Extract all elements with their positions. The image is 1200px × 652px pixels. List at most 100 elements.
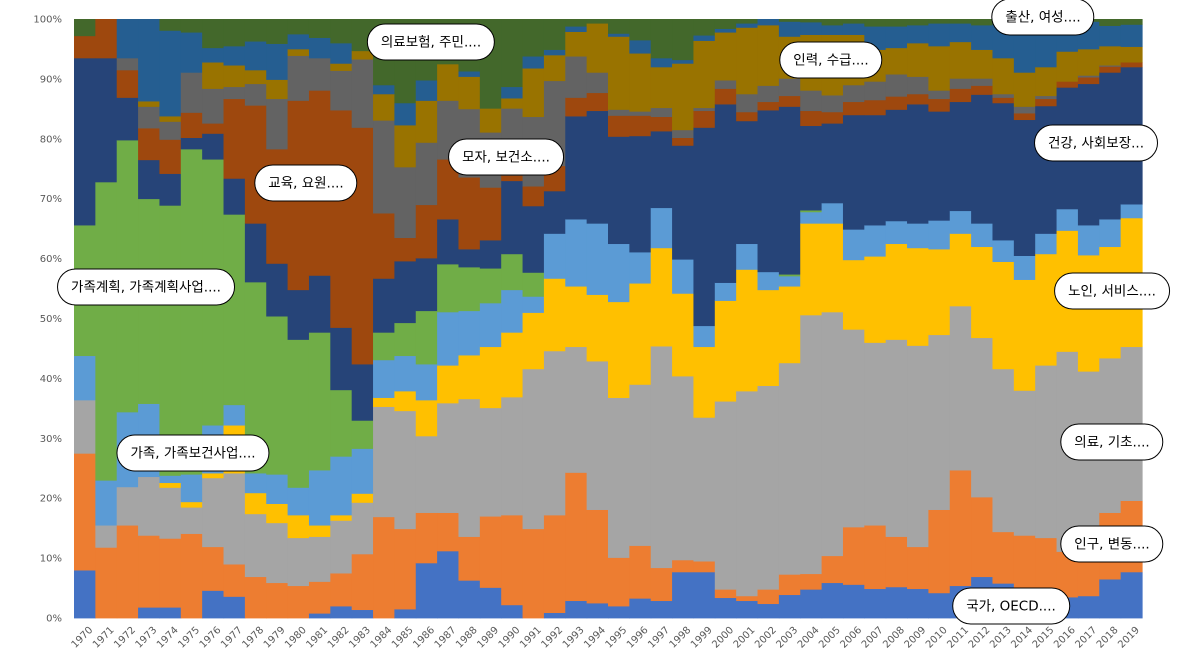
area-segment-1989-s9 xyxy=(479,108,502,133)
area-segment-2011-s3 xyxy=(949,233,972,307)
area-segment-2002-s9 xyxy=(757,24,780,86)
area-segment-2015-s3 xyxy=(1035,253,1058,366)
callout-label: 인력, 수급.... xyxy=(779,41,883,79)
area-segment-1997-s4 xyxy=(650,207,673,249)
area-segment-1977-s0 xyxy=(223,596,246,619)
area-segment-2002-s2 xyxy=(757,385,780,590)
area-segment-2002-s4 xyxy=(757,271,780,291)
area-segment-2000-s3 xyxy=(714,300,737,402)
area-segment-2004-s10 xyxy=(800,22,823,35)
area-segment-1997-s1 xyxy=(650,567,673,602)
area-segment-1988-s6 xyxy=(458,249,481,268)
area-segment-1983-s2 xyxy=(351,502,374,555)
area-segment-1985-s6 xyxy=(394,261,417,324)
x-tick-label: 2018 xyxy=(1095,625,1121,651)
area-segment-2009-s4 xyxy=(907,223,929,249)
area-segment-2003-s6 xyxy=(778,106,801,275)
area-segment-2001-s8 xyxy=(736,93,759,113)
area-segment-1996-s2 xyxy=(629,384,652,546)
area-segment-2014-s8 xyxy=(1013,106,1036,114)
area-segment-1976-s1 xyxy=(202,546,225,591)
area-segment-1980-s9 xyxy=(287,48,310,56)
area-segment-1988-s2 xyxy=(458,398,481,537)
area-segment-1998-s1 xyxy=(672,559,695,573)
area-segment-1992-s0 xyxy=(543,612,566,619)
area-segment-2018-s0 xyxy=(1099,579,1122,619)
area-segment-1997-s0 xyxy=(650,600,673,619)
area-segment-2004-s4 xyxy=(800,211,823,224)
area-segment-1992-s3 xyxy=(543,278,566,352)
area-segment-2017-s7 xyxy=(1077,77,1100,85)
area-segment-2008-s7 xyxy=(885,96,908,110)
area-segment-1978-s10 xyxy=(244,41,267,71)
area-segment-1993-s9 xyxy=(565,31,588,57)
area-segment-2000-s2 xyxy=(714,401,737,590)
area-segment-2019-s7 xyxy=(1120,62,1143,68)
x-tick-label: 2008 xyxy=(881,625,907,651)
area-segment-2005-s2 xyxy=(821,311,844,557)
area-segment-1981-s11 xyxy=(308,19,331,38)
area-segment-1983-s8 xyxy=(351,59,374,128)
area-segment-1983-s3 xyxy=(351,493,374,503)
area-segment-1978-s6 xyxy=(244,223,267,283)
x-tick-label: 1979 xyxy=(262,625,288,651)
area-segment-1981-s10 xyxy=(308,37,331,59)
area-segment-2013-s4 xyxy=(992,240,1015,262)
callout-label: 인구, 변동.... xyxy=(1060,525,1164,563)
area-segment-1985-s9 xyxy=(394,125,417,168)
area-segment-2008-s9 xyxy=(885,47,908,75)
area-segment-2000-s6 xyxy=(714,104,737,283)
area-segment-2012-s8 xyxy=(971,78,994,86)
area-segment-1983-s1 xyxy=(351,553,374,611)
area-segment-1990-s9 xyxy=(501,98,524,109)
area-segment-2010-s2 xyxy=(928,334,951,510)
callout-label: 교육, 요원.... xyxy=(254,164,358,202)
area-segment-1994-s9 xyxy=(586,23,609,73)
area-segment-2008-s8 xyxy=(885,74,908,97)
area-segment-1985-s1 xyxy=(394,528,417,610)
area-segment-2015-s8 xyxy=(1035,95,1058,100)
area-segment-1977-s11 xyxy=(223,19,246,47)
area-segment-1979-s6 xyxy=(266,263,289,317)
x-tick-label: 1995 xyxy=(604,625,630,651)
x-tick-label: 1990 xyxy=(497,625,523,651)
area-segment-1985-s7 xyxy=(394,237,417,262)
area-segment-1993-s4 xyxy=(565,219,588,287)
area-segment-1978-s4 xyxy=(244,473,267,494)
area-segment-2014-s3 xyxy=(1013,279,1036,391)
area-segment-2005-s1 xyxy=(821,555,844,584)
area-segment-2005-s0 xyxy=(821,582,844,619)
area-segment-1985-s3 xyxy=(394,390,417,412)
area-segment-2015-s9 xyxy=(1035,66,1058,97)
area-segment-2012-s4 xyxy=(971,223,994,248)
x-tick-label: 1984 xyxy=(369,625,395,651)
area-segment-1980-s1 xyxy=(287,585,310,619)
area-segment-1998-s7 xyxy=(672,137,695,146)
area-segment-2019-s9 xyxy=(1120,46,1143,63)
area-segment-1973-s8 xyxy=(138,106,161,129)
area-segment-2003-s3 xyxy=(778,286,801,364)
area-segment-1974-s9 xyxy=(159,116,182,122)
y-tick-label: 80% xyxy=(40,134,62,145)
area-segment-1990-s0 xyxy=(501,604,524,619)
x-tick-label: 1994 xyxy=(582,625,608,651)
area-segment-1994-s1 xyxy=(586,509,609,604)
area-segment-1990-s6 xyxy=(501,180,524,255)
area-segment-1991-s9 xyxy=(522,68,545,118)
area-segment-2007-s3 xyxy=(864,256,887,343)
area-segment-2009-s0 xyxy=(907,588,929,619)
area-segment-1989-s5 xyxy=(479,268,502,304)
area-segment-1983-s5 xyxy=(351,420,374,449)
area-segment-2018-s8 xyxy=(1099,65,1122,67)
x-tick-label: 1977 xyxy=(219,625,245,651)
area-segment-1984-s6 xyxy=(373,278,395,333)
area-segment-2013-s7 xyxy=(992,97,1015,104)
area-segment-1990-s5 xyxy=(501,253,524,291)
area-segment-1970-s0 xyxy=(74,570,96,619)
area-segment-1982-s4 xyxy=(330,456,353,516)
area-segment-2003-s2 xyxy=(778,362,801,575)
area-segment-1987-s3 xyxy=(437,365,460,404)
area-segment-1985-s8 xyxy=(394,166,417,239)
area-segment-2001-s7 xyxy=(736,111,759,122)
